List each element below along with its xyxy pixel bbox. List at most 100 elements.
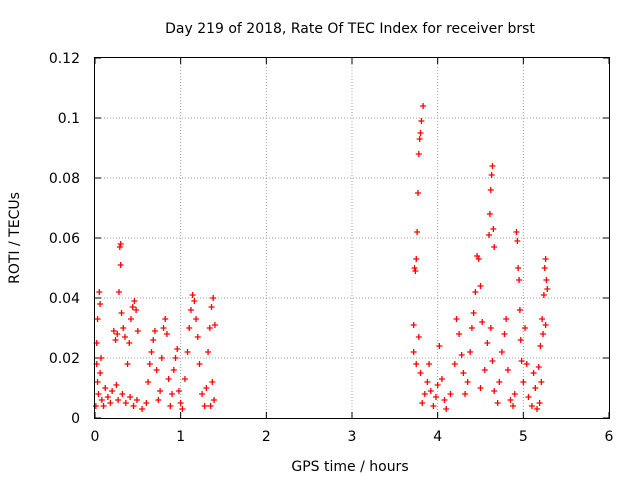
data-point (468, 325, 475, 331)
y-tick-label: 0.08 (49, 171, 80, 187)
data-point (479, 319, 486, 325)
data-point (210, 295, 217, 301)
data-point (460, 370, 467, 376)
data-point (515, 265, 522, 271)
data-point (191, 298, 198, 304)
data-point (413, 361, 420, 367)
data-point (92, 403, 99, 409)
data-point (536, 400, 543, 406)
data-point (537, 343, 544, 349)
data-point (417, 130, 424, 136)
data-point (416, 136, 423, 142)
y-tick-label: 0 (71, 411, 80, 427)
x-tick-label: 5 (519, 429, 528, 445)
data-point (477, 283, 484, 289)
data-point (520, 379, 527, 385)
data-point (179, 406, 186, 412)
data-point (542, 322, 549, 328)
data-point (481, 367, 488, 373)
data-point (516, 277, 523, 283)
data-point (417, 370, 424, 376)
y-axis-label: ROTI / TECUs (7, 192, 23, 284)
data-point (525, 394, 532, 400)
data-point (206, 325, 213, 331)
data-point (541, 265, 548, 271)
grid-layer (95, 58, 609, 418)
data-point (511, 391, 518, 397)
data-point (418, 118, 425, 124)
data-point (133, 397, 140, 403)
data-point (494, 400, 501, 406)
data-point (438, 376, 445, 382)
data-point (522, 325, 529, 331)
data-point (172, 355, 179, 361)
data-point (117, 262, 124, 268)
y-tick-label: 0.06 (49, 231, 80, 247)
data-point (133, 307, 140, 313)
data-point (150, 337, 157, 343)
x-tick-label: 2 (262, 429, 271, 445)
data-point (489, 163, 496, 169)
chart-title: Day 219 of 2018, Rate Of TEC Index for r… (165, 21, 535, 37)
data-point (94, 379, 101, 385)
data-point (170, 367, 177, 373)
data-point (410, 322, 417, 328)
data-point (131, 298, 138, 304)
data-point (143, 400, 150, 406)
data-point (414, 229, 421, 235)
data-point (139, 406, 146, 412)
data-point (510, 403, 517, 409)
data-point (538, 379, 545, 385)
data-point (489, 358, 496, 364)
data-point (116, 244, 123, 250)
data-point (528, 403, 535, 409)
x-tick-label: 1 (176, 429, 185, 445)
data-point (470, 310, 477, 316)
data-point (169, 391, 176, 397)
data-point (535, 364, 542, 370)
data-point (472, 289, 479, 295)
data-point (491, 388, 498, 394)
data-point (504, 367, 511, 373)
data-point (456, 331, 463, 337)
data-point (530, 370, 537, 376)
data-point (518, 358, 525, 364)
data-point (146, 361, 153, 367)
data-point (484, 340, 491, 346)
data-point (130, 403, 137, 409)
data-point (413, 256, 420, 262)
data-point (513, 229, 520, 235)
x-tick-label: 6 (605, 429, 614, 445)
data-point (411, 265, 418, 271)
data-point (189, 292, 196, 298)
data-point (97, 301, 104, 307)
data-point (207, 403, 214, 409)
data-point (187, 307, 194, 313)
data-point (129, 304, 136, 310)
data-point (486, 211, 493, 217)
data-point (175, 388, 182, 394)
data-point (543, 277, 550, 283)
data-point (115, 397, 122, 403)
data-point (196, 361, 203, 367)
data-point (97, 370, 104, 376)
data-point (199, 391, 206, 397)
data-point (181, 376, 188, 382)
y-tick-label: 0.12 (49, 51, 80, 67)
data-point (107, 400, 114, 406)
data-point (464, 379, 471, 385)
data-point (121, 334, 128, 340)
data-point (163, 331, 170, 337)
data-point (503, 316, 510, 322)
data-point (540, 331, 547, 337)
data-point (487, 325, 494, 331)
data-point (205, 349, 212, 355)
data-point (443, 406, 450, 412)
data-point (102, 385, 109, 391)
data-point (155, 397, 162, 403)
data-point (148, 349, 155, 355)
data-point (453, 316, 460, 322)
data-point (436, 343, 443, 349)
data-point (542, 256, 549, 262)
data-point (97, 355, 104, 361)
